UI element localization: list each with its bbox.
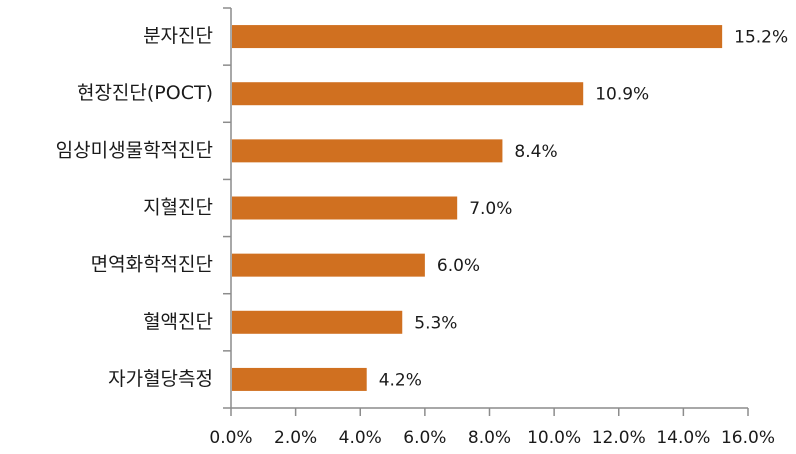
category-label-5: 혈액진단 [143, 311, 213, 333]
category-label-4: 면역화학적진단 [91, 254, 213, 276]
x-tick-label-4: 8.0% [468, 428, 511, 448]
x-tick-label-8: 16.0% [721, 428, 775, 448]
data-label-5: 5.3% [414, 313, 457, 333]
data-label-2: 8.4% [514, 142, 557, 162]
bar-4 [232, 253, 425, 277]
bar-0 [232, 25, 723, 49]
data-label-0: 15.2% [734, 28, 788, 48]
category-label-2: 임상미생물학적진단 [56, 139, 213, 161]
bar-3 [232, 196, 458, 220]
x-tick-label-0: 0.0% [209, 428, 252, 448]
data-label-4: 6.0% [437, 256, 480, 276]
x-tick-label-7: 14.0% [656, 428, 710, 448]
bar-1 [232, 82, 584, 106]
category-label-0: 분자진단 [143, 25, 213, 47]
labels-group: 분자진단 15.2% 현장진단(POCT) 10.9% 임상미생물학적진단 8.4% 지혈진… [56, 25, 788, 448]
x-tick-label-5: 10.0% [527, 428, 581, 448]
data-label-3: 7.0% [469, 199, 512, 219]
x-tick-label-1: 2.0% [274, 428, 317, 448]
axes-group [223, 7, 749, 416]
bar-5 [232, 310, 403, 334]
bar-2 [232, 139, 503, 163]
bars-group [232, 25, 723, 391]
data-label-6: 4.2% [379, 370, 422, 390]
data-label-1: 10.9% [595, 85, 649, 105]
x-tick-label-2: 4.0% [339, 428, 382, 448]
category-label-1: 현장진단(POCT) [77, 82, 213, 104]
x-tick-label-6: 12.0% [592, 428, 646, 448]
bar-6 [232, 367, 367, 391]
x-tick-label-3: 6.0% [403, 428, 446, 448]
category-label-6: 자가혈당측정 [108, 368, 213, 390]
category-label-3: 지혈진단 [143, 197, 213, 219]
